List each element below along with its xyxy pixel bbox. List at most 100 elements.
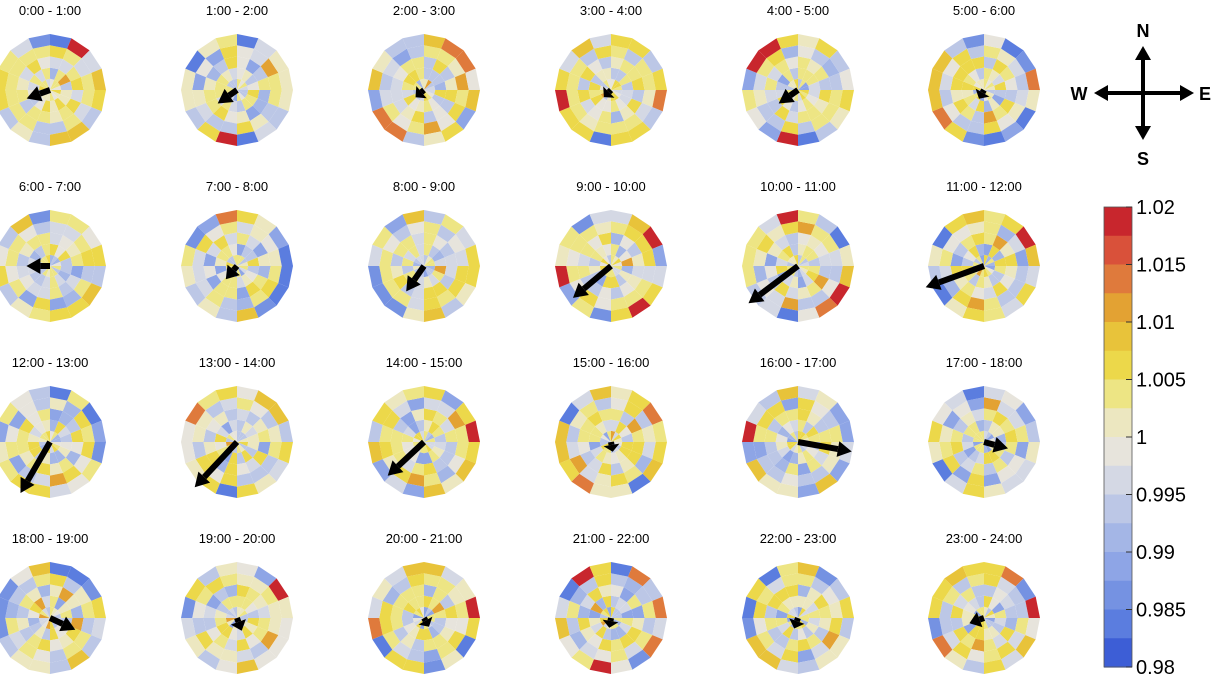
polar-cell xyxy=(62,113,82,132)
polar-cell xyxy=(1025,442,1040,464)
polar-cell xyxy=(226,610,237,618)
polar-cell xyxy=(628,38,651,59)
polar-cell xyxy=(776,659,798,674)
polar-cell xyxy=(192,600,206,618)
polar-cell xyxy=(45,430,50,442)
polar-cell xyxy=(65,450,81,466)
polar-cell xyxy=(939,248,953,266)
polar-cell xyxy=(798,483,820,498)
polar-cell xyxy=(999,98,1015,114)
polar-cell xyxy=(205,576,225,595)
polar-cell xyxy=(50,255,58,266)
direction-arrow-shaft xyxy=(38,87,52,97)
polar-cell xyxy=(268,578,289,601)
polar-cell xyxy=(599,613,611,618)
polar-cell xyxy=(447,586,466,606)
polar-cell xyxy=(821,234,840,254)
polar-cell xyxy=(798,34,820,49)
polar-cell xyxy=(19,450,35,466)
polar-cell xyxy=(400,59,416,75)
polar-cell xyxy=(81,635,102,658)
polar-cell xyxy=(652,266,667,288)
polar-cell xyxy=(642,424,656,442)
polar-cell xyxy=(976,79,984,90)
polar-cell xyxy=(237,232,250,246)
polar-cell xyxy=(767,242,783,258)
polar-cell xyxy=(34,69,46,83)
polar-cell xyxy=(205,224,225,243)
polar-cell xyxy=(984,90,995,98)
polar-cell xyxy=(829,50,850,73)
polar-cell xyxy=(382,102,401,122)
polar-cell xyxy=(569,586,588,606)
polar-cell xyxy=(821,58,840,78)
polar-cell xyxy=(818,618,832,631)
polar-cell xyxy=(424,483,446,498)
polar-cell xyxy=(1025,68,1040,90)
polar-cell xyxy=(70,429,84,442)
polar-cell xyxy=(408,245,420,259)
polar-cell xyxy=(588,257,601,266)
polar-cell xyxy=(244,74,258,86)
polar-cell xyxy=(944,297,967,318)
polar-cell xyxy=(257,442,271,455)
polar-cell xyxy=(60,90,73,99)
polar-cell xyxy=(767,594,783,610)
polar-cell xyxy=(992,411,1008,427)
polar-cell xyxy=(5,248,19,266)
polar-cell xyxy=(1007,454,1026,474)
direction-arrow-shaft xyxy=(794,616,801,623)
polar-cell xyxy=(988,245,1000,259)
polar-cell xyxy=(775,442,788,451)
colorbar-segment xyxy=(1104,580,1132,611)
polar-cell xyxy=(590,74,604,86)
polar-cell xyxy=(984,610,995,618)
polar-cell xyxy=(424,110,437,124)
polar-cell xyxy=(254,297,277,318)
polar-cell xyxy=(972,437,984,442)
polar-cell xyxy=(810,576,830,595)
polar-cell xyxy=(1001,214,1024,235)
polar-cell xyxy=(999,274,1015,290)
polar-cell xyxy=(805,250,819,262)
polar-cell xyxy=(29,602,43,614)
polar-cell xyxy=(50,573,68,587)
polar-cell xyxy=(810,641,830,660)
polar-cell xyxy=(216,74,230,86)
polar-cell xyxy=(615,421,627,435)
polar-cell xyxy=(994,618,1007,627)
polar-cell xyxy=(91,618,106,640)
polar-cell xyxy=(756,102,775,122)
polar-cell xyxy=(742,90,757,112)
polar-cell xyxy=(32,297,50,311)
polar-cell xyxy=(973,82,984,90)
polar-cell xyxy=(580,450,596,466)
polar-cell xyxy=(413,618,424,626)
polar-cell xyxy=(401,81,414,90)
direction-arrow-shaft xyxy=(608,441,615,446)
direction-arrow-head xyxy=(992,437,1008,453)
polar-cell xyxy=(642,578,663,601)
direction-arrow-head xyxy=(969,612,983,628)
polar-cell xyxy=(611,258,622,266)
polar-cell xyxy=(50,386,72,401)
polar-cell xyxy=(615,97,627,111)
polar-cell xyxy=(1025,420,1040,442)
polar-cell xyxy=(18,576,38,595)
polar-cell xyxy=(50,210,72,225)
polar-cell xyxy=(393,450,409,466)
polar-cell xyxy=(821,630,840,650)
polar-cell xyxy=(237,307,259,322)
polar-cell xyxy=(587,587,603,603)
polar-cell xyxy=(587,633,603,649)
polar-cell xyxy=(806,235,822,251)
polar-cell xyxy=(19,242,35,258)
polar-cell xyxy=(829,635,850,658)
polar-cell xyxy=(237,286,250,300)
polar-cell xyxy=(756,454,775,474)
polar-panel: 13:00 - 14:00 xyxy=(181,355,293,498)
polar-cell xyxy=(756,586,775,606)
polar-cell xyxy=(50,562,72,577)
polar-cell xyxy=(611,276,620,289)
polar-cell xyxy=(60,609,73,618)
